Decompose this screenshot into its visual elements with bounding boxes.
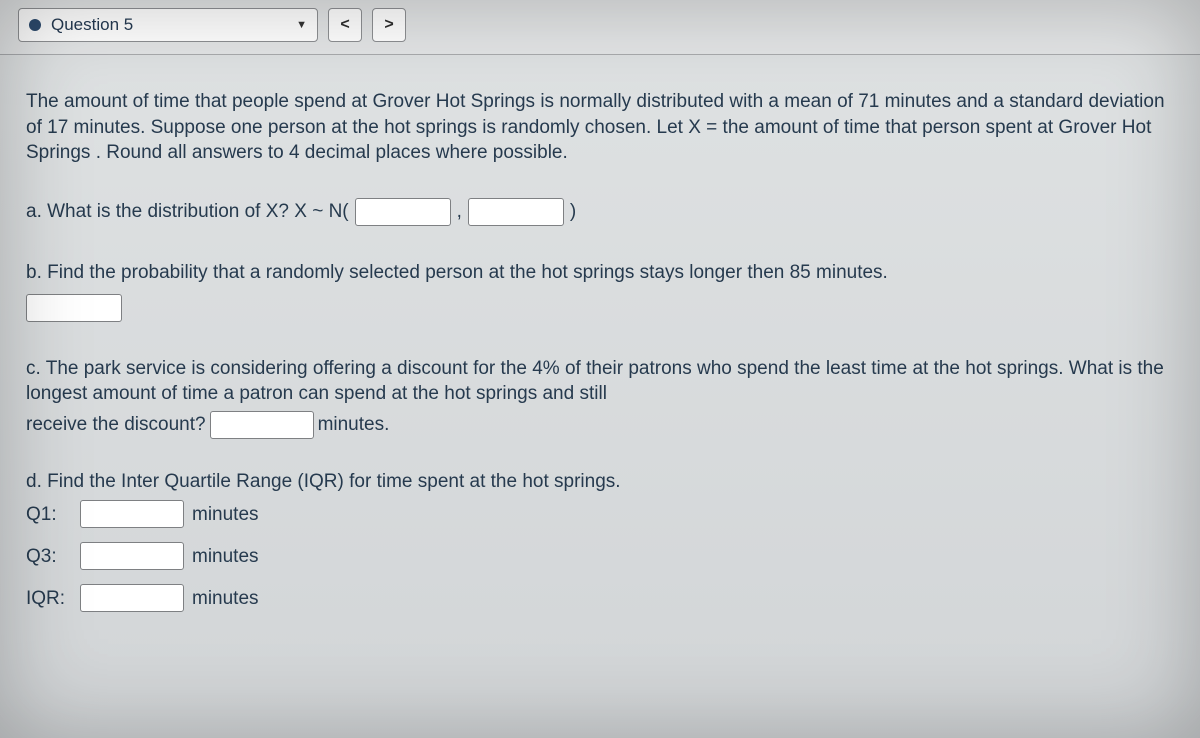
question-selector-left: Question 5: [29, 15, 133, 35]
part-c-line1: c. The park service is considering offer…: [26, 356, 1174, 407]
part-c-after: minutes.: [318, 412, 390, 438]
part-d: d. Find the Inter Quartile Range (IQR) f…: [26, 469, 1174, 613]
label-q3: Q3:: [26, 544, 72, 570]
input-q3[interactable]: [80, 542, 184, 570]
part-b: b. Find the probability that a randomly …: [26, 260, 1174, 322]
part-d-prompt: d. Find the Inter Quartile Range (IQR) f…: [26, 469, 1174, 495]
row-q3: Q3: minutes: [26, 542, 1174, 570]
part-b-input-row: [26, 294, 1174, 322]
units-q3: minutes: [192, 544, 259, 570]
question-toolbar: Question 5 ▼ < >: [0, 0, 1200, 55]
input-a-mean[interactable]: [355, 198, 451, 226]
units-q1: minutes: [192, 502, 259, 528]
input-iqr[interactable]: [80, 584, 184, 612]
input-q1[interactable]: [80, 500, 184, 528]
next-question-button[interactable]: >: [372, 8, 406, 42]
chevron-down-icon: ▼: [296, 19, 307, 31]
input-b-probability[interactable]: [26, 294, 122, 322]
question-content: The amount of time that people spend at …: [0, 55, 1200, 632]
part-a-prompt: a. What is the distribution of X? X ~ N(: [26, 199, 349, 225]
status-dot-icon: [29, 19, 41, 31]
units-iqr: minutes: [192, 586, 259, 612]
prev-question-button[interactable]: <: [328, 8, 362, 42]
question-selector-label: Question 5: [51, 15, 133, 35]
part-c-line2: receive the discount? minutes.: [26, 411, 1174, 439]
label-iqr: IQR:: [26, 586, 72, 612]
question-intro-text: The amount of time that people spend at …: [26, 89, 1174, 166]
quiz-screen: Question 5 ▼ < > The amount of time that…: [0, 0, 1200, 738]
part-a-close: ): [570, 199, 576, 225]
label-q1: Q1:: [26, 502, 72, 528]
part-c-before: receive the discount?: [26, 412, 206, 438]
row-iqr: IQR: minutes: [26, 584, 1174, 612]
input-c-minutes[interactable]: [210, 411, 314, 439]
part-a: a. What is the distribution of X? X ~ N(…: [26, 198, 1174, 226]
question-selector[interactable]: Question 5 ▼: [18, 8, 318, 42]
part-a-comma: ,: [457, 199, 462, 225]
row-q1: Q1: minutes: [26, 500, 1174, 528]
part-b-prompt: b. Find the probability that a randomly …: [26, 262, 888, 283]
chevron-right-icon: >: [384, 16, 393, 34]
input-a-sd[interactable]: [468, 198, 564, 226]
chevron-left-icon: <: [340, 16, 349, 34]
part-c: c. The park service is considering offer…: [26, 356, 1174, 439]
